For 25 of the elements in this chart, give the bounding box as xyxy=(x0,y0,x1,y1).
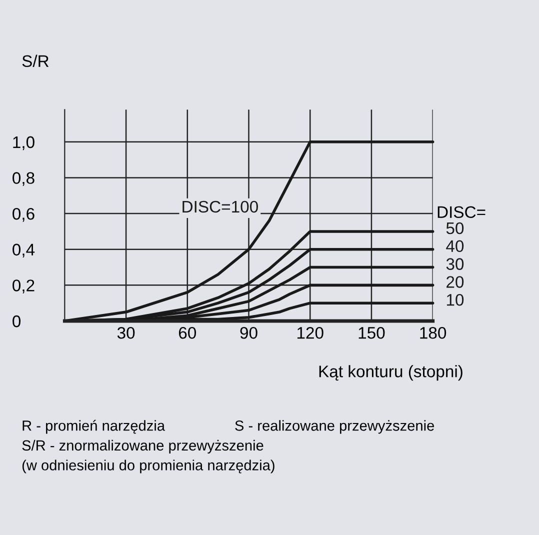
series-label: 50 xyxy=(446,222,464,234)
y-tick-label: 0,2 xyxy=(12,280,34,294)
x-tick-label: 30 xyxy=(117,326,135,339)
x-axis-title: Kąt konturu (stopni) xyxy=(319,365,462,381)
text: R - promień narzędzia xyxy=(22,420,166,434)
text: S/R - znormalizowane przewyższenie xyxy=(22,440,264,454)
legend-title: DISC= xyxy=(438,206,486,218)
text: S - realizowane przewyższenie xyxy=(235,420,434,434)
y-tick-label: 0,8 xyxy=(12,172,34,186)
series-label: DISC=100 xyxy=(182,200,258,213)
x-tick-label: 120 xyxy=(297,326,324,339)
y-axis-title: S/R xyxy=(22,54,49,68)
series-label: 20 xyxy=(446,276,464,288)
x-tick-label: 180 xyxy=(420,326,446,339)
y-tick-label: 0,4 xyxy=(12,244,35,258)
x-tick-label: 60 xyxy=(178,326,196,339)
x-tick-label: 90 xyxy=(240,326,258,339)
text: (w odniesieniu do promienia narzędzia) xyxy=(22,460,274,474)
series-label: 30 xyxy=(446,258,464,270)
x-tick-label: 150 xyxy=(358,326,385,339)
series-label: 40 xyxy=(446,240,464,252)
series-label: 10 xyxy=(446,294,464,306)
y-tick-label: 0,6 xyxy=(12,208,34,222)
y-tick-label: 1,0 xyxy=(13,136,34,150)
y-tick-label: 0 xyxy=(12,315,21,328)
